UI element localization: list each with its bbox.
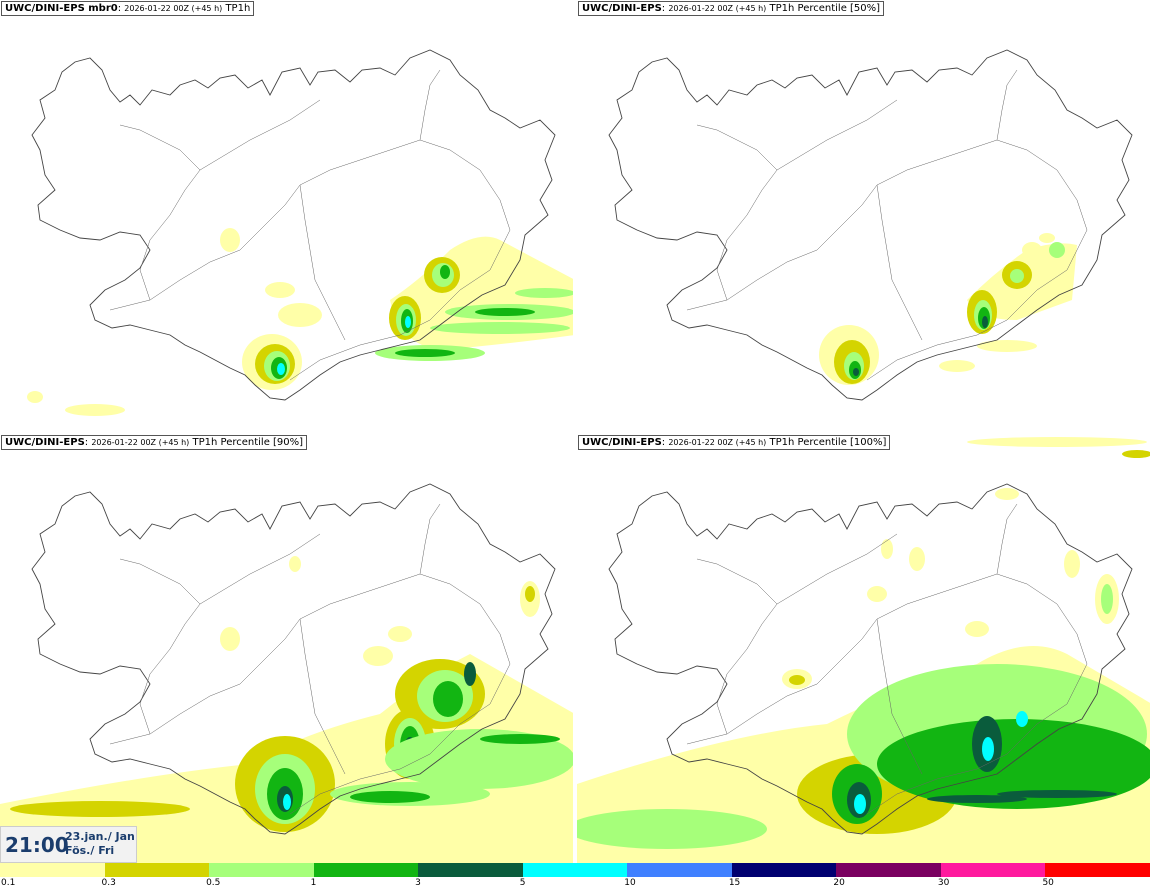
colorbar-label: 0.5 [206,878,221,888]
colorbar-label: 30 [937,878,950,888]
map-panel-p90: UWC/DINI-EPS: 2026-01-22 00Z (+45 h) TP1… [0,434,573,864]
colorbar-label: 50 [1042,878,1054,888]
colorbar-labels: 0.1 0.3 0.5 1 3 5 10 15 20 30 50 [0,878,1150,891]
colorbar [0,863,1150,877]
colorbar-segment [209,863,314,877]
colorbar-label: 0.1 [1,878,16,888]
precipitation-map [27,49,573,416]
colorbar-segment [0,863,105,877]
colorbar-segment [313,863,419,877]
panel-title: UWC/DINI-EPS: 2026-01-22 00Z (+45 h) TP1… [1,435,308,450]
panel-title: UWC/DINI-EPS: 2026-01-22 00Z (+45 h) TP1… [578,435,891,450]
colorbar-segment [940,863,1046,877]
valid-date: 23.jan./ Jan Fös./ Fri [65,830,135,857]
precipitation-map [577,437,1150,864]
colorbar-segment [1045,863,1150,877]
colorbar-label: 10 [624,878,636,888]
colorbar-label: 20 [833,878,845,888]
precip-field [819,233,1077,385]
map-panel-p50: UWC/DINI-EPS: 2026-01-22 00Z (+45 h) TP1… [577,0,1150,430]
colorbar-segment [836,863,941,877]
colorbar-label: 15 [728,878,741,888]
panel-title: UWC/DINI-EPS: 2026-01-22 00Z (+45 h) TP1… [578,1,885,16]
panel-title: UWC/DINI-EPS mbr0: 2026-01-22 00Z (+45 h… [1,1,255,16]
valid-time: 21:00 [5,833,69,857]
colorbar-label: 0.3 [101,878,116,888]
colorbar-label: 5 [519,878,526,888]
colorbar-segment [104,863,210,877]
precipitation-map [0,483,573,864]
map-panel-p100: UWC/DINI-EPS: 2026-01-22 00Z (+45 h) TP1… [577,434,1150,864]
valid-time-box: 21:00 23.jan./ Jan Fös./ Fri [0,826,137,863]
map-panel-mbr0: UWC/DINI-EPS mbr0: 2026-01-22 00Z (+45 h… [0,0,573,430]
colorbar-segment [418,863,523,877]
colorbar-segment [627,863,732,877]
precip-field [27,228,573,416]
colorbar-segment [522,863,628,877]
colorbar-segment [731,863,837,877]
precip-field [577,437,1150,864]
colorbar-label: 1 [310,878,317,888]
precipitation-map [608,49,1133,401]
colorbar-label: 3 [415,878,421,888]
precip-field [0,556,573,864]
